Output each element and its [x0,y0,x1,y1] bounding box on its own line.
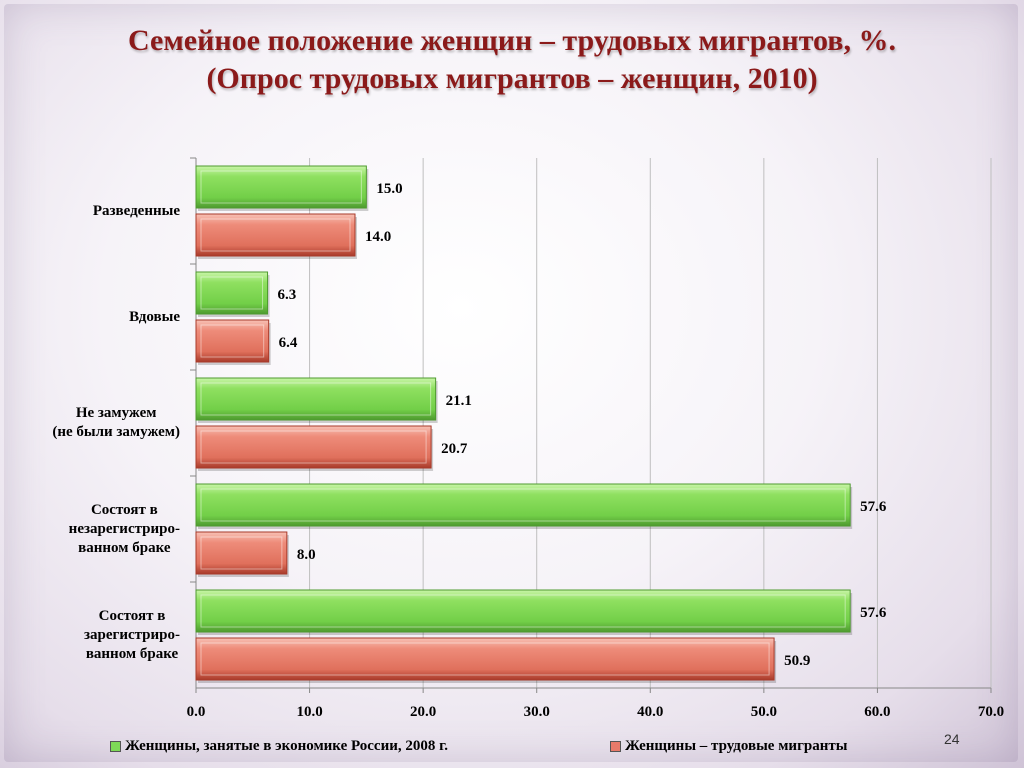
category-label: Состоят в зарегистриро-ванном браке [84,607,180,664]
x-tick-label: 0.0 [187,704,206,720]
data-label: 57.6 [860,499,887,515]
legend-item-series-1: Женщины, занятые в экономике России, 200… [110,736,448,756]
data-label: 15.0 [376,181,402,197]
x-tick-label: 30.0 [524,704,550,720]
bar-bevel [200,276,264,310]
legend-label-series-2: Женщины – трудовые мигранты [625,737,848,754]
data-label: 8.0 [297,547,316,563]
bar-bevel [200,594,846,628]
category-label-line: незарегистриро- [68,520,180,537]
category-label-line: Вдовые [129,308,180,325]
category-label: Разведенные [93,202,180,221]
bar-bevel [200,536,283,570]
legend-swatch-green [110,740,121,752]
x-tick-label: 60.0 [864,704,890,720]
bar-bevel [200,430,427,464]
x-tick-label: 50.0 [751,704,777,720]
bar-bevel [200,642,770,676]
bar-bevel [200,382,432,416]
bar [195,589,851,633]
category-label-line: Не замужем [75,405,157,421]
grid-layer: 0.0 10.0 20.0 30.0 40.0 50.0 60.0 70.0 [187,157,1004,720]
bar [195,425,432,469]
title-line-1: Семейное положение женщин – трудовых миг… [127,24,897,57]
label-layer: 15.0 14.0 6.3 6.4 21.1 20.7 57.6 8.0 57.6 50.9 [278,181,887,669]
x-tick-label: 10.0 [296,704,322,720]
category-label-line: Разведенные [92,202,180,219]
bar [195,483,851,527]
legend-swatch-red [610,740,621,752]
bar-bevel [200,218,351,252]
bar-layer [195,165,853,683]
data-label: 57.6 [860,605,887,621]
bar [195,213,356,257]
data-label: 20.7 [441,441,468,457]
page-number: 24 [944,731,960,747]
category-label: Не замужем (не были замужем) [52,404,180,442]
x-tick-label: 20.0 [410,704,436,720]
data-label: 14.0 [365,229,391,245]
category-label-line: Состоят в [90,501,158,518]
legend-item-series-2: Женщины – трудовые мигранты [610,736,847,756]
bar [195,165,367,209]
x-tick-label: 70.0 [978,704,1004,720]
bar [195,319,270,363]
category-label: Вдовые [129,308,180,327]
bar-bevel [200,170,362,204]
category-label-line: ванном браке [78,539,171,556]
bar [195,637,775,681]
data-label: 6.4 [279,335,298,351]
data-label: 6.3 [278,287,297,303]
category-label: Состоят в незарегистриро-ванном браке [69,501,180,558]
title-line-2: (Опрос трудовых мигрантов – женщин, 2010… [206,62,818,95]
category-label-line: (не были замужем) [52,424,180,440]
data-label: 21.1 [446,393,472,409]
bar [195,271,269,315]
bar-bevel [200,488,846,522]
category-label-line: зарегистриро- [83,626,180,643]
legend-label-series-1: Женщины, занятые в экономике России, 200… [125,737,448,754]
bar-bevel [200,324,265,358]
x-tick-label: 40.0 [637,704,663,720]
data-label: 50.9 [784,653,810,669]
bar [195,531,288,575]
category-label-line: Состоят в [98,607,166,624]
category-label-line: ванном браке [85,645,179,662]
slide-title: Семейное положение женщин – трудовых миг… [0,22,1024,98]
bar [195,377,437,421]
